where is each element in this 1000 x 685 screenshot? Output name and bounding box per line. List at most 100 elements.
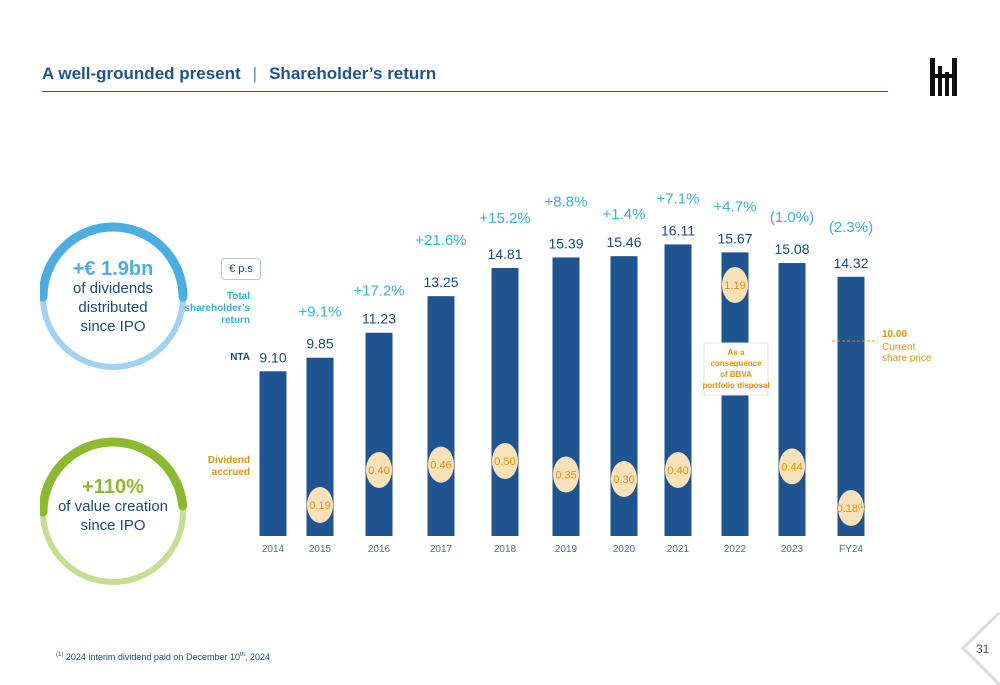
total-return-label: +1.4% [603, 206, 646, 223]
footnote-sup: th [239, 652, 245, 658]
header-divider [42, 91, 888, 92]
share-price-text: Current [882, 342, 916, 353]
nta-value-label: 13.25 [423, 274, 458, 290]
annotation-text: portfolio disposal [702, 381, 769, 390]
value-creation-circle [40, 437, 188, 585]
dividends-circle [40, 222, 188, 370]
x-tick-label: 2023 [781, 544, 804, 555]
value-creation-label: +110% of value creation since IPO [48, 476, 178, 535]
subtitle-text: Shareholder’s return [269, 64, 437, 83]
value-creation-line: of value creation [57, 498, 169, 515]
dividend-bubble [366, 452, 392, 488]
value-creation-big: +110% [82, 476, 144, 498]
x-tick-label: 2019 [555, 544, 578, 555]
nta-value-label: 14.32 [833, 255, 868, 271]
footnote-text: 2024 interim dividend paid on December 1… [65, 652, 240, 662]
nta-value-label: 15.39 [548, 235, 583, 251]
nta-bar [365, 332, 393, 536]
dividend-bubble [838, 490, 864, 526]
nta-bar [778, 263, 806, 536]
nta-value-label: 15.67 [717, 230, 752, 246]
nta-label: NTA [230, 352, 250, 363]
nta-value-label: 15.46 [606, 234, 641, 250]
total-return-label: +8.8% [545, 193, 588, 210]
dividend-bubble [428, 446, 454, 483]
dividend-label-line: Dividend [207, 455, 250, 466]
nta-bar [664, 244, 692, 536]
dividend-value-label: 0.40 [368, 465, 389, 477]
title-text: A well-grounded present [42, 64, 241, 83]
company-logo-icon [930, 58, 957, 96]
footnote: (1) 2024 interim dividend paid on Decemb… [56, 652, 270, 662]
dividend-bubble [779, 448, 805, 485]
dividend-value-label: 1.19 [724, 280, 745, 292]
nta-bar [491, 267, 519, 536]
annotation-text: consequence [710, 359, 762, 368]
nta-bar [427, 296, 455, 536]
x-tick-label: 2021 [667, 544, 690, 555]
dividends-big: +€ 1.9bn [72, 258, 154, 280]
page-number: 31 [976, 642, 990, 656]
dividend-label: Dividend accrued [180, 455, 250, 479]
total-return-label-line: Total [226, 291, 250, 302]
total-return-label: +17.2% [353, 283, 404, 300]
total-return-label: +15.2% [479, 210, 530, 227]
value-creation-line: since IPO [80, 517, 146, 534]
dividend-value-label: 0.46 [430, 460, 451, 472]
nta-value-label: 9.10 [259, 349, 286, 365]
dividend-bubble [665, 452, 691, 488]
total-return-label-line: shareholder’s [184, 303, 250, 314]
annotation-text: As a [728, 348, 745, 357]
title-separator: | [252, 64, 258, 83]
dividend-bubble [307, 487, 333, 523]
dividend-superscript: (1) [858, 504, 865, 510]
dividend-value-label: 0.30 [613, 474, 634, 486]
annotation-text: of BBVA [720, 370, 752, 379]
x-tick-label: FY24 [839, 544, 863, 555]
share-price-text: share price [882, 353, 932, 364]
dividend-bubble [611, 461, 637, 497]
dividend-value-label: 0.40 [667, 465, 688, 477]
nta-value-label: 9.85 [306, 336, 333, 352]
total-return-label: +21.6% [415, 232, 466, 249]
x-tick-label: 2016 [368, 544, 391, 555]
dividend-bubble [553, 456, 579, 493]
nta-value-label: 15.08 [774, 241, 809, 257]
dividends-line: since IPO [80, 318, 146, 335]
total-return-label: (1.0%) [770, 209, 814, 226]
x-tick-label: 2020 [613, 544, 636, 555]
dividend-label-line: accrued [211, 467, 250, 478]
dividend-value-label: 0.19 [309, 500, 330, 512]
nta-value-label: 11.23 [362, 311, 396, 327]
x-tick-label: 2018 [494, 544, 517, 555]
dividends-circle-label: +€ 1.9bn of dividends distributed since … [48, 258, 178, 336]
total-return-label: (2.3%) [829, 219, 873, 236]
nta-bar [259, 371, 287, 536]
total-return-label: +7.1% [657, 190, 700, 207]
x-tick-label: 2014 [262, 544, 285, 555]
total-return-label: +4.7% [714, 198, 757, 215]
x-tick-label: 2015 [309, 544, 332, 555]
annotation-box [703, 342, 769, 396]
x-tick-label: 2017 [430, 544, 453, 555]
unit-label: € p.s [221, 258, 261, 280]
total-return-label-line: return [221, 315, 250, 326]
footnote-tail: , 2024 [244, 652, 271, 662]
dividends-line: distributed [78, 299, 148, 316]
dividend-value-label: 0.50 [494, 456, 515, 468]
footnote-marker: (1) [56, 652, 64, 658]
page-title: A well-grounded present | Shareholder’s re… [42, 64, 436, 84]
total-return-label: Total shareholder’s return [180, 291, 250, 327]
dividends-line: of dividends [72, 280, 154, 297]
dividend-value-label: 0.35 [555, 470, 576, 482]
x-tick-label: 2022 [724, 544, 747, 555]
dividend-bubble [492, 443, 518, 479]
nta-bar [552, 257, 580, 536]
total-return-label: +9.1% [299, 304, 342, 321]
share-price-value: 10.00 [882, 329, 907, 340]
nta-value-label: 14.81 [487, 246, 522, 262]
dividend-bubble [722, 267, 748, 303]
dividend-value-label: 0.44 [781, 461, 802, 473]
nta-value-label: 16.11 [661, 222, 695, 238]
